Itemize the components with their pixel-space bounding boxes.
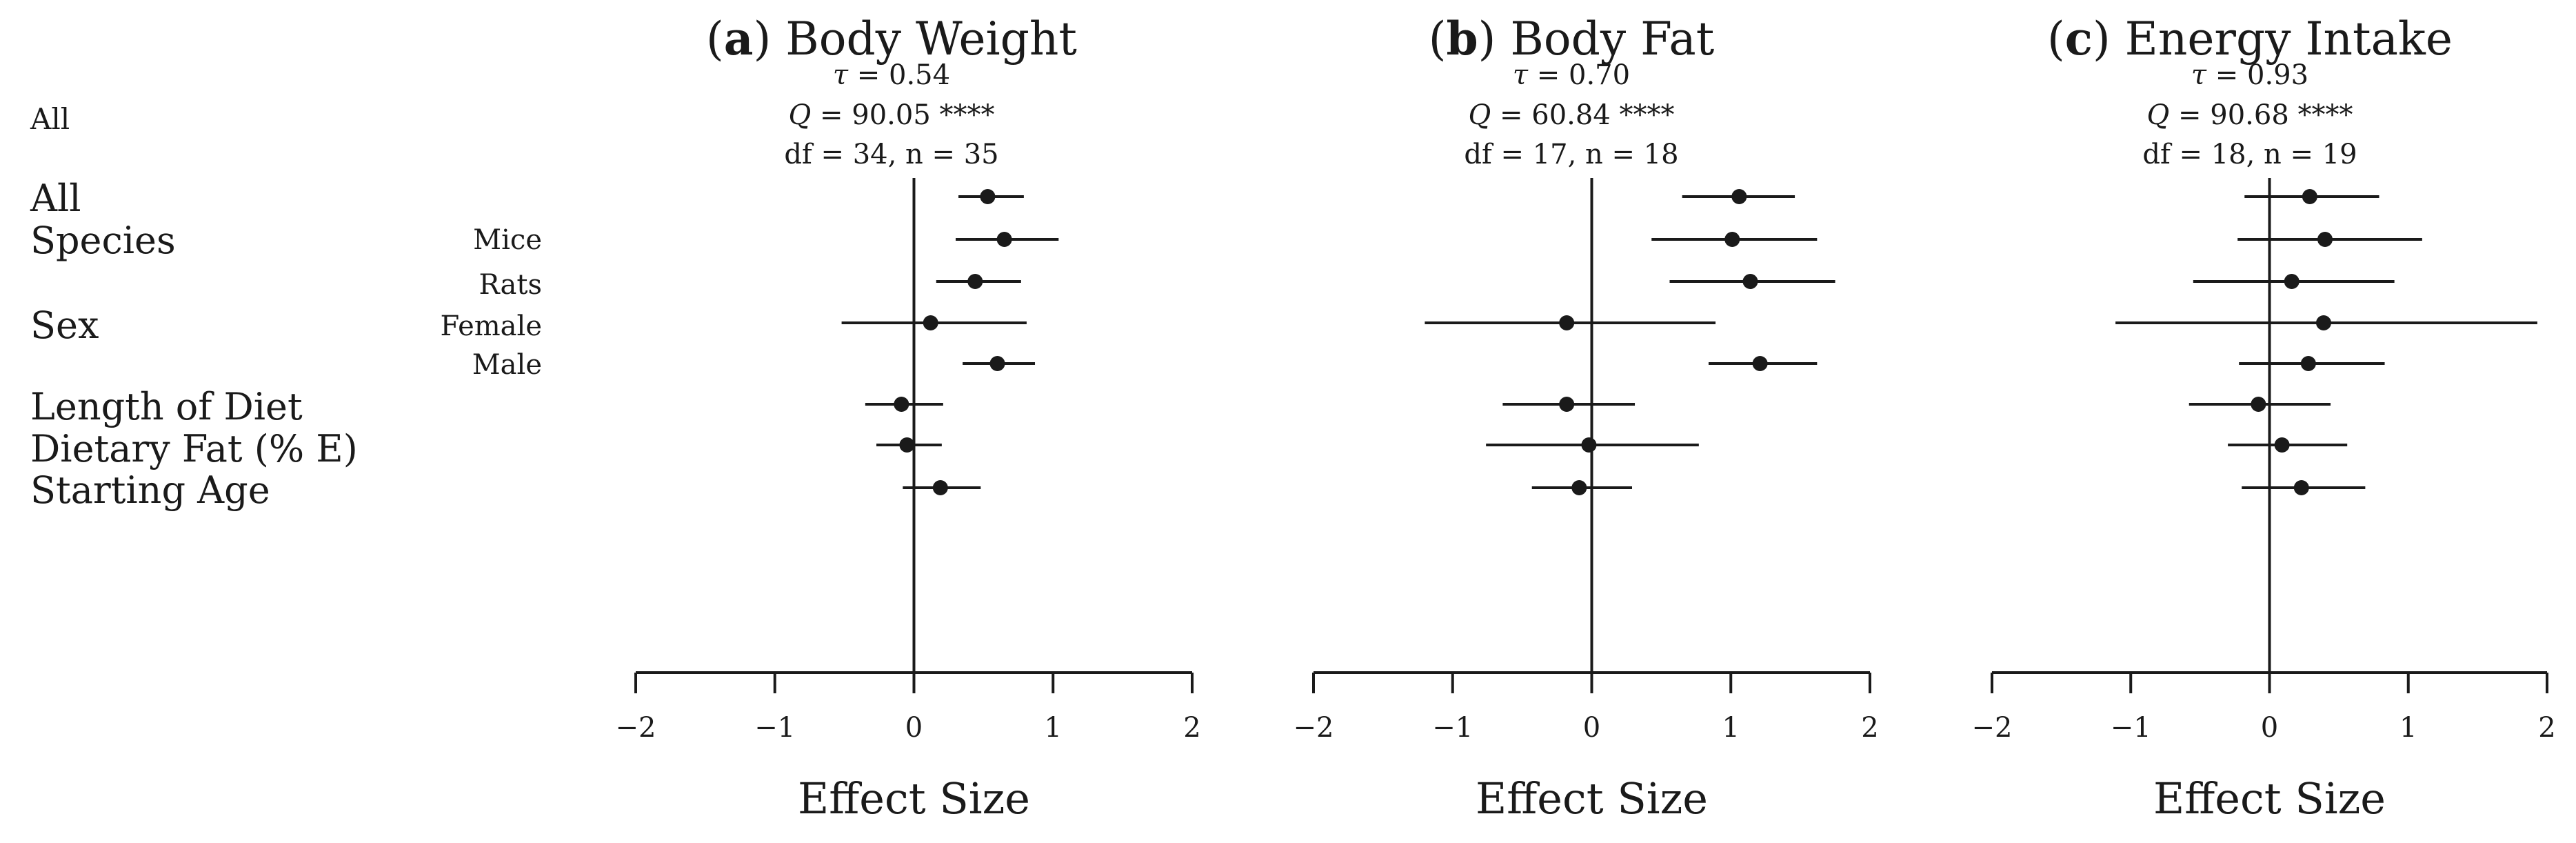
effect-size-point bbox=[1724, 232, 1740, 247]
effect-size-point bbox=[989, 356, 1005, 371]
row-label: Starting Age bbox=[30, 468, 270, 512]
tau-stat: τ = 0.93 bbox=[2191, 59, 2308, 91]
x-tick-label: −2 bbox=[616, 712, 656, 744]
x-tick-label: 1 bbox=[1722, 712, 1740, 744]
effect-size-point bbox=[2317, 232, 2333, 247]
panel-title: (a) Body Weight bbox=[706, 12, 1077, 66]
effect-size-point bbox=[2302, 189, 2317, 204]
row-label: Dietary Fat (% E) bbox=[30, 427, 358, 470]
subgroup-label: Mice bbox=[473, 224, 542, 256]
x-tick-label: 2 bbox=[1183, 712, 1200, 744]
effect-size-point bbox=[2284, 274, 2300, 289]
effect-size-point bbox=[980, 189, 996, 204]
effect-size-point bbox=[1571, 480, 1587, 495]
effect-size-point bbox=[1559, 315, 1575, 330]
df-n-stat: df = 17, n = 18 bbox=[1464, 139, 1678, 170]
x-tick-label: 2 bbox=[1861, 712, 1878, 744]
effect-size-point bbox=[996, 232, 1012, 247]
tau-stat: τ = 0.70 bbox=[1513, 59, 1630, 91]
panel-title: (b) Body Fat bbox=[1429, 12, 1715, 66]
effect-size-point bbox=[2300, 356, 2316, 371]
q-stat: Q = 90.05 **** bbox=[789, 99, 995, 131]
q-stat: Q = 90.68 **** bbox=[2147, 99, 2353, 131]
x-tick-label: 2 bbox=[2538, 712, 2555, 744]
effect-size-point bbox=[2251, 397, 2266, 412]
subgroup-label: Rats bbox=[479, 269, 542, 301]
x-tick-label: −1 bbox=[2111, 712, 2151, 744]
effect-size-point bbox=[899, 437, 915, 453]
row-label: All bbox=[30, 177, 81, 220]
tau-stat: τ = 0.54 bbox=[833, 59, 950, 91]
x-tick-label: 1 bbox=[2399, 712, 2417, 744]
effect-size-point bbox=[1731, 189, 1747, 204]
effect-size-point bbox=[1742, 274, 1758, 289]
panel-title: (c) Energy Intake bbox=[2047, 12, 2453, 66]
df-n-stat: df = 18, n = 19 bbox=[2142, 139, 2357, 170]
x-tick-label: −1 bbox=[754, 712, 795, 744]
effect-size-point bbox=[967, 274, 983, 289]
x-tick-label: −2 bbox=[1972, 712, 2013, 744]
row-label: Species bbox=[30, 219, 176, 262]
row-label: All bbox=[30, 102, 70, 136]
df-n-stat: df = 34, n = 35 bbox=[784, 139, 998, 170]
x-tick-label: 0 bbox=[905, 712, 923, 744]
effect-size-point bbox=[923, 315, 938, 330]
x-tick-label: 0 bbox=[2261, 712, 2278, 744]
subgroup-labels: Mice Rats Female Male bbox=[441, 224, 542, 381]
x-tick-label: 1 bbox=[1045, 712, 1062, 744]
x-axis-label: Effect Size bbox=[798, 773, 1030, 824]
x-tick-label: −2 bbox=[1294, 712, 1334, 744]
effect-size-point bbox=[2274, 437, 2290, 453]
subgroup-label: Male bbox=[472, 349, 542, 381]
effect-size-point bbox=[1559, 397, 1575, 412]
subgroup-label: Female bbox=[441, 310, 542, 342]
x-tick-label: 0 bbox=[1583, 712, 1600, 744]
x-tick-label: −1 bbox=[1432, 712, 1473, 744]
q-stat: Q = 60.84 **** bbox=[1469, 99, 1675, 131]
effect-size-point bbox=[894, 397, 909, 412]
row-label: Length of Diet bbox=[30, 385, 303, 428]
effect-size-point bbox=[2293, 480, 2309, 495]
effect-size-point bbox=[1581, 437, 1597, 453]
effect-size-point bbox=[2315, 315, 2331, 330]
effect-size-point bbox=[932, 480, 948, 495]
x-axis-label: Effect Size bbox=[1476, 773, 1708, 824]
row-label: Sex bbox=[30, 304, 99, 347]
x-axis-label: Effect Size bbox=[2153, 773, 2386, 824]
effect-size-point bbox=[1752, 356, 1768, 371]
